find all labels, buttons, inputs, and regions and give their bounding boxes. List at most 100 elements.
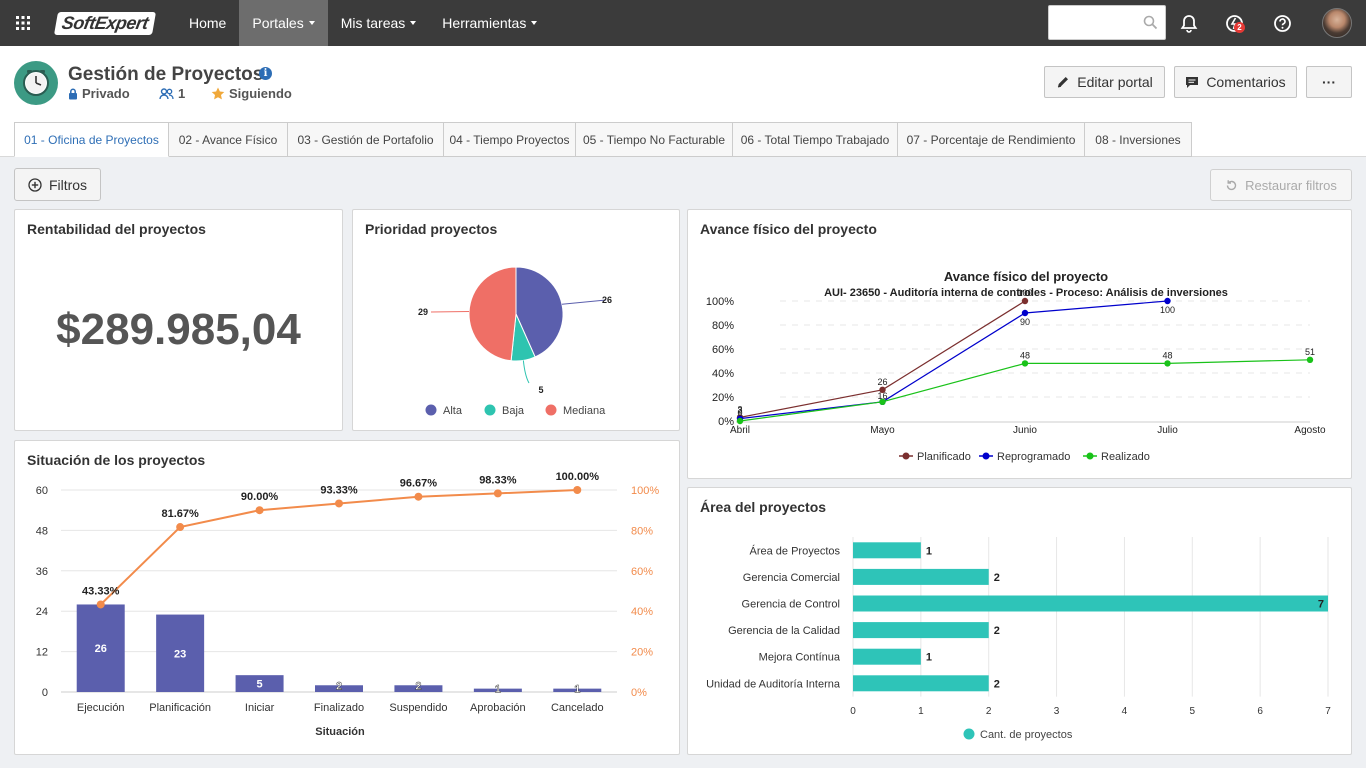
nav-item-label: Herramientas xyxy=(442,15,527,31)
bar-suspendido xyxy=(394,685,443,692)
nav-item-mis-tareas[interactable]: Mis tareas xyxy=(328,0,430,46)
more-options-button[interactable]: ··· xyxy=(1306,66,1352,98)
x-tick-label: Iniciar xyxy=(245,702,275,714)
legend-marker-realizado xyxy=(1086,452,1094,460)
cumulative-point xyxy=(255,506,264,515)
softexpert-logo[interactable]: SoftExpert xyxy=(53,10,170,36)
legend-label: Alta xyxy=(443,405,463,417)
nav-item-label: Home xyxy=(189,15,227,31)
lock-icon xyxy=(69,88,77,99)
x-tick-label: Cancelado xyxy=(551,702,604,714)
apps-grid-icon[interactable] xyxy=(0,0,46,46)
data-label: 3 xyxy=(737,404,742,414)
x-tick-label: 6 xyxy=(1257,706,1263,717)
legend-label: Mediana xyxy=(563,405,606,417)
y-tick-label: Gerencia de la Calidad xyxy=(728,625,840,637)
cumulative-point xyxy=(96,600,105,609)
bar-value-label: 2 xyxy=(994,678,1000,690)
nav-item-home[interactable]: Home xyxy=(176,0,239,46)
tab-6[interactable]: 06 - Total Tiempo Trabajado xyxy=(733,122,898,157)
pie-value-label: 5 xyxy=(538,385,543,395)
bar-value-label: 1 xyxy=(926,652,932,664)
tab-4[interactable]: 04 - Tiempo Proyectos xyxy=(444,122,576,157)
x-tick-label: 2 xyxy=(986,706,992,717)
cumulative-label: 43.33% xyxy=(82,585,120,597)
y2-tick-label: 100% xyxy=(631,485,659,497)
y2-tick-label: 40% xyxy=(631,606,653,618)
help-icon[interactable] xyxy=(1271,12,1293,34)
y-tick-label: 36 xyxy=(36,566,48,578)
area-card: Área del proyectos 0 1 2 3 4 5 6 7 Área de Proye… xyxy=(687,487,1352,755)
rentabilidad-title: Rentabilidad del proyectos xyxy=(27,221,206,237)
tab-7[interactable]: 07 - Porcentaje de Rendimiento xyxy=(898,122,1085,157)
x-tick-label: 3 xyxy=(1054,706,1060,717)
members-label: 1 xyxy=(178,86,186,101)
y-tick-label: 60% xyxy=(712,344,734,356)
nav-item-herramientas[interactable]: Herramientas xyxy=(429,0,550,46)
tab-5[interactable]: 05 - Tiempo No Facturable xyxy=(576,122,733,157)
bar-2 xyxy=(853,595,1328,612)
workflow-tasks-icon[interactable]: 2 xyxy=(1223,12,1245,34)
data-label: 100 xyxy=(1160,305,1175,315)
bar-4 xyxy=(853,648,921,665)
bar-3 xyxy=(853,622,989,639)
data-label: 0 xyxy=(737,408,742,418)
x-tick-label: Aprobación xyxy=(470,702,526,714)
tab-2[interactable]: 02 - Avance Físico xyxy=(169,122,288,157)
bar-value-label: 2 xyxy=(415,680,421,692)
cumulative-label: 93.33% xyxy=(320,484,358,496)
legend-marker-mediana xyxy=(545,404,557,416)
data-label: 51 xyxy=(1305,347,1315,357)
y-tick-label: 0 xyxy=(42,687,48,699)
x-tick-label: Suspendido xyxy=(389,702,447,714)
filters-button[interactable]: Filtros xyxy=(14,168,101,201)
data-point-reprogramado xyxy=(1164,297,1171,305)
y-tick-label: 60 xyxy=(36,485,48,497)
cumulative-label: 81.67% xyxy=(161,508,199,520)
tab-3[interactable]: 03 - Gestión de Portafolio xyxy=(288,122,444,157)
y2-tick-label: 20% xyxy=(631,647,653,659)
y-tick-label: Área de Proyectos xyxy=(750,544,841,557)
comments-button[interactable]: Comentarios xyxy=(1174,66,1297,98)
tab-1[interactable]: 01 - Oficina de Proyectos xyxy=(14,122,169,157)
caret-down-icon xyxy=(410,21,417,25)
following-indicator[interactable]: Siguiendo xyxy=(211,86,292,101)
bar-value-label: 2 xyxy=(994,572,1000,584)
top-navigation-bar: SoftExpert Home Portales Mis tareas Herrami… xyxy=(0,0,1366,46)
pencil-icon xyxy=(1058,77,1069,88)
y-tick-label: Unidad de Auditoría Interna xyxy=(706,678,841,690)
nav-item-portales[interactable]: Portales xyxy=(239,0,328,46)
y2-tick-label: 60% xyxy=(631,566,653,578)
privacy-label: Privado xyxy=(82,86,130,101)
legend-label: Reprogramado xyxy=(997,451,1070,463)
x-tick-label: Agosto xyxy=(1294,425,1326,436)
caret-down-icon xyxy=(531,21,538,25)
restore-filters-label: Restaurar filtros xyxy=(1245,177,1337,193)
users-icon xyxy=(159,87,174,99)
pie-leader-line xyxy=(561,299,607,305)
bar-cancelado xyxy=(553,688,602,692)
user-avatar[interactable] xyxy=(1322,8,1352,38)
avance-title: Avance físico del proyecto xyxy=(700,221,877,237)
pie-value-label: 29 xyxy=(418,307,428,317)
data-point-realizado xyxy=(1306,356,1314,363)
avance-card: Avance físico del proyecto Avance físico… xyxy=(687,209,1352,479)
pie-value-label: 26 xyxy=(602,295,612,305)
edit-portal-button[interactable]: Editar portal xyxy=(1044,66,1165,98)
restore-filters-button[interactable]: Restaurar filtros xyxy=(1210,169,1352,201)
members-count[interactable]: 1 xyxy=(159,86,185,101)
info-icon[interactable]: i xyxy=(259,67,272,80)
data-point-realizado xyxy=(736,417,744,425)
notifications-bell-icon[interactable] xyxy=(1178,12,1200,34)
legend-marker xyxy=(963,728,975,740)
area-bar-chart: 0 1 2 3 4 5 6 7 Área de Proyectos 1 Gerencia Comer… xyxy=(706,537,1331,741)
search-input[interactable] xyxy=(1048,5,1166,40)
y-tick-label: 100% xyxy=(706,296,734,308)
cumulative-point xyxy=(414,492,423,501)
data-label: 16 xyxy=(877,391,887,401)
y-tick-label: 24 xyxy=(36,606,48,618)
bar-value-label: 1 xyxy=(926,545,932,557)
tab-8[interactable]: 08 - Inversiones xyxy=(1085,122,1192,157)
cumulative-point xyxy=(176,523,185,532)
legend-label: Baja xyxy=(502,405,525,417)
